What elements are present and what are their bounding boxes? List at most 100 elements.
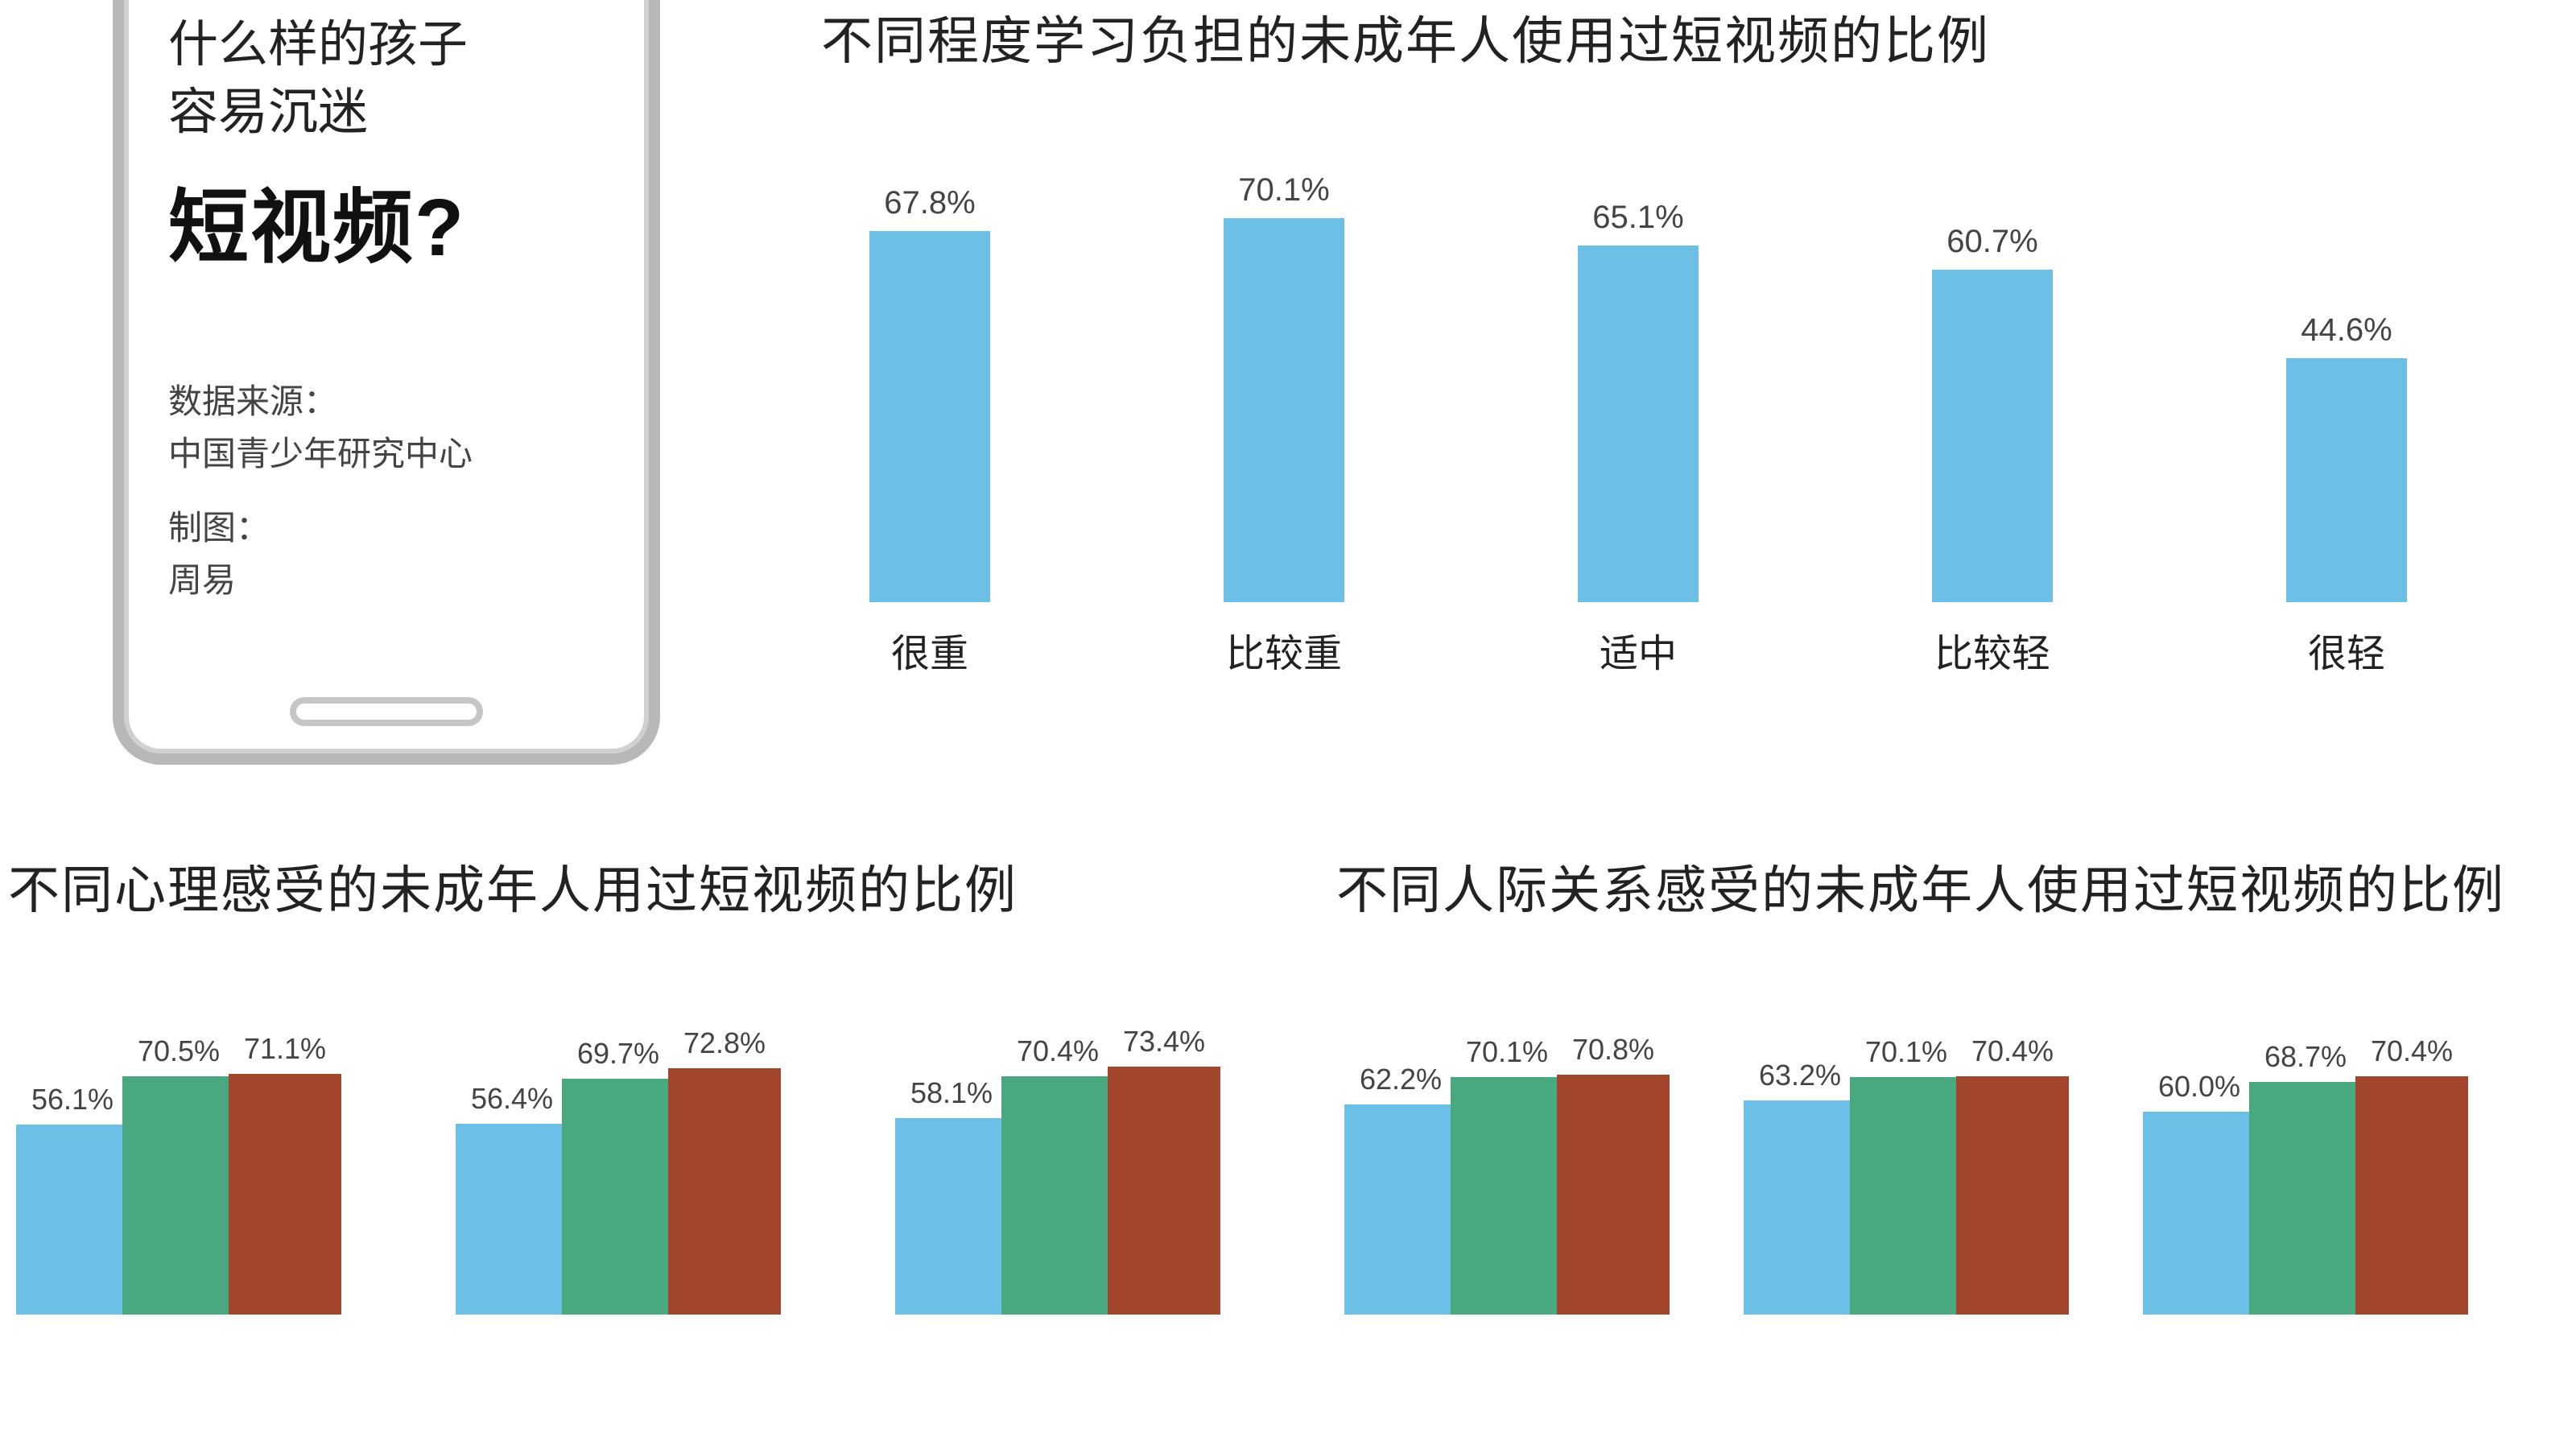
bar-value-label: 70.4% <box>2371 1034 2453 1068</box>
bar-item: 70.1% <box>1451 1035 1563 1314</box>
credit-block: 制图： 周易 <box>168 502 605 606</box>
text: 什么样的孩子 <box>168 17 468 72</box>
bar-group: 56.1% 70.5% 71.1% <box>16 1032 335 1315</box>
bar-value-label: 70.1% <box>1466 1035 1548 1069</box>
bar-rect <box>16 1125 129 1315</box>
bar-item: 44.6% 很轻 <box>2286 312 2407 678</box>
bar-rect <box>1850 1077 1963 1314</box>
phone-mockup: 什么样的孩子 容易沉迷 短视频? 数据来源： 中国青少年研究中心 制图： 周易 <box>113 0 660 765</box>
bar-value-label: 71.1% <box>244 1032 326 1066</box>
bar-item: 70.4% <box>1956 1034 2069 1315</box>
bar-value-label: 73.4% <box>1123 1025 1205 1059</box>
bar-item: 70.4% <box>2355 1034 2468 1315</box>
bar-item: 73.4% <box>1108 1025 1220 1315</box>
chart-plot-area: 62.2% 70.1% 70.8% 63.2% 70.1% 70.4% 60.0% 68.7%… <box>1336 976 2560 1315</box>
phone-home-button-icon <box>290 697 483 726</box>
bar-value-label: 60.0% <box>2158 1070 2240 1104</box>
bar-rect <box>1557 1075 1670 1314</box>
bar-category-label: 适中 <box>1600 621 1677 678</box>
bar-group: 63.2% 70.1% 70.4% <box>1744 1034 2062 1315</box>
phone-headline: 短视频? <box>168 162 605 279</box>
bar-rect <box>562 1079 675 1315</box>
bar-value-label: 70.8% <box>1572 1033 1654 1067</box>
bar-rect <box>869 231 990 602</box>
phone-heading-line1: 什么样的孩子 容易沉迷 <box>168 11 605 146</box>
bar-rect <box>2249 1082 2362 1315</box>
bar-rect <box>1451 1077 1563 1314</box>
bar-item: 58.1% <box>895 1076 1008 1315</box>
source-block: 数据来源： 中国青少年研究中心 <box>168 375 605 480</box>
source-value: 中国青少年研究中心 <box>168 435 473 473</box>
bar-value-label: 65.1% <box>1592 200 1683 236</box>
text: 容易沉迷 <box>168 85 368 140</box>
bar-rect <box>1744 1100 1856 1314</box>
bar-rect <box>1108 1067 1220 1315</box>
phone-content: 什么样的孩子 容易沉迷 短视频? 数据来源： 中国青少年研究中心 制图： 周易 <box>124 0 649 659</box>
bar-item: 60.0% <box>2143 1070 2256 1315</box>
bar-item: 72.8% <box>668 1026 781 1315</box>
bar-rect <box>2143 1112 2256 1315</box>
bar-item: 65.1% 适中 <box>1578 200 1699 678</box>
bar-item: 62.2% <box>1344 1063 1457 1315</box>
bar-value-label: 67.8% <box>884 185 975 221</box>
bar-value-label: 62.2% <box>1360 1063 1442 1096</box>
bar-rect <box>1578 246 1699 602</box>
bar-rect <box>1956 1076 2069 1315</box>
bar-value-label: 70.1% <box>1238 172 1329 208</box>
bar-item: 60.7% 比较轻 <box>1932 224 2053 678</box>
bar-rect <box>2355 1076 2468 1315</box>
bar-rect <box>1932 270 2053 602</box>
bar-value-label: 44.6% <box>2301 312 2392 349</box>
bar-rect <box>456 1124 568 1315</box>
bar-value-label: 58.1% <box>910 1076 993 1110</box>
bar-value-label: 69.7% <box>577 1037 659 1071</box>
chart-title: 不同人际关系感受的未成年人使用过短视频的比例 <box>1336 853 2560 928</box>
bar-category-label: 比较重 <box>1226 621 1342 678</box>
bar-group: 56.4% 69.7% 72.8% <box>456 1026 774 1315</box>
bar-item: 63.2% <box>1744 1059 1856 1314</box>
bar-category-label: 比较轻 <box>1934 621 2050 678</box>
bar-value-label: 63.2% <box>1759 1059 1841 1092</box>
bar-group: 58.1% 70.4% 73.4% <box>895 1025 1214 1315</box>
bar-rect <box>229 1074 341 1315</box>
bar-item: 70.4% <box>1001 1034 1114 1315</box>
bar-item: 56.4% <box>456 1082 568 1315</box>
bar-item: 70.8% <box>1557 1033 1670 1314</box>
chart-interpersonal: 不同人际关系感受的未成年人使用过短视频的比例 62.2% 70.1% 70.8% 63… <box>1336 853 2560 1315</box>
bar-value-label: 72.8% <box>683 1026 766 1060</box>
chart-title: 不同程度学习负担的未成年人使用过短视频的比例 <box>821 0 2479 74</box>
bar-value-label: 60.7% <box>1946 224 2037 260</box>
chart-psychological: 不同心理感受的未成年人用过短视频的比例 56.1% 70.5% 71.1% 56.4%… <box>8 853 1264 1315</box>
bar-value-label: 56.4% <box>471 1082 553 1116</box>
bar-group: 62.2% 70.1% 70.8% <box>1344 1033 1663 1314</box>
bar-category-label: 很轻 <box>2308 621 2385 678</box>
bar-rect <box>1344 1104 1457 1315</box>
bar-category-label: 很重 <box>891 621 968 678</box>
chart-plot-area: 67.8% 很重 70.1% 比较重 65.1% 适中 60.7% 比较轻 44.6% 很轻 <box>789 130 2479 678</box>
bar-item: 69.7% <box>562 1037 675 1315</box>
chart-title: 不同心理感受的未成年人用过短视频的比例 <box>8 853 1264 928</box>
bar-rect <box>895 1118 1008 1315</box>
bar-item: 70.1% <box>1850 1035 1963 1314</box>
source-label: 数据来源： <box>168 382 337 420</box>
bar-value-label: 70.4% <box>1017 1034 1099 1068</box>
credit-label: 制图： <box>168 509 270 547</box>
chart-plot-area: 56.1% 70.5% 71.1% 56.4% 69.7% 72.8% 58.1% 70.4%… <box>8 976 1264 1315</box>
bar-item: 67.8% 很重 <box>869 185 990 678</box>
chart-study-burden: 不同程度学习负担的未成年人使用过短视频的比例 67.8% 很重 70.1% 比较重 65… <box>789 0 2479 678</box>
bar-rect <box>1224 218 1344 602</box>
bar-item: 56.1% <box>16 1083 129 1315</box>
bar-value-label: 56.1% <box>31 1083 114 1117</box>
bar-group: 60.0% 68.7% 70.4% <box>2143 1034 2462 1315</box>
bar-item: 68.7% <box>2249 1040 2362 1315</box>
bar-rect <box>668 1068 781 1315</box>
bar-rect <box>1001 1076 1114 1315</box>
credit-value: 周易 <box>168 561 236 599</box>
phone-meta: 数据来源： 中国青少年研究中心 制图： 周易 <box>168 375 605 605</box>
bar-value-label: 70.4% <box>1971 1034 2054 1068</box>
bar-value-label: 70.1% <box>1865 1035 1947 1069</box>
bar-item: 70.5% <box>122 1034 235 1315</box>
bar-rect <box>122 1076 235 1315</box>
bar-item: 70.1% 比较重 <box>1224 172 1344 678</box>
bar-value-label: 70.5% <box>138 1034 220 1068</box>
